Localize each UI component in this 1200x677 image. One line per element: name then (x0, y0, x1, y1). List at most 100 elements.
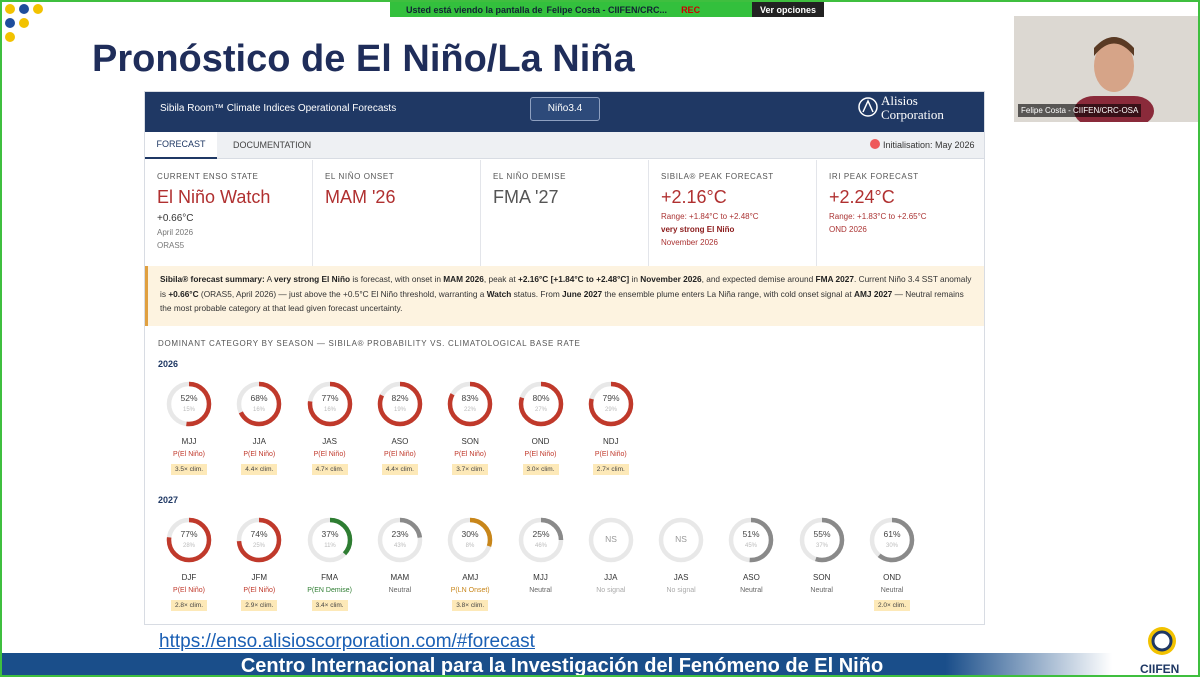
card-line: Range: +1.84°C to +2.48°C (661, 212, 759, 221)
category: Neutral (388, 587, 412, 594)
ring-label: 37% (321, 529, 338, 539)
card-value: +2.16°C (661, 187, 727, 207)
summary-text: June 2027 (562, 288, 603, 299)
season-name: DJF (181, 573, 197, 582)
probability-ring: 74% 25% (237, 517, 282, 563)
ring-label: 68% (251, 393, 268, 403)
year-label: 2027 (158, 495, 179, 505)
ring-label: 82% (391, 393, 408, 403)
base-rate: 11% (324, 543, 336, 549)
probability-ring: 80% 27% (518, 381, 563, 427)
ring-arc (166, 381, 212, 427)
ciifen-logo: CIIFEN (1140, 662, 1180, 676)
ring-label: 51% (743, 529, 760, 539)
ring-arc (729, 517, 774, 563)
ring-label: 30% (462, 529, 479, 539)
card-value: +2.24°C (829, 187, 895, 207)
clim-ratio: 3.4× clim. (311, 600, 348, 611)
rec: REC (681, 4, 701, 15)
section-title: DOMINANT CATEGORY BY SEASON — SIBILA® PR… (158, 339, 581, 348)
probability-ring: 55% 37% (799, 517, 844, 563)
category: Neutral (740, 587, 763, 594)
card-line: Range: +1.83°C to +2.65°C (829, 212, 927, 221)
ring-label: 74% (251, 529, 268, 539)
season-name: JAS (673, 573, 689, 582)
summary-text: the ensemble plume enters La Niña range,… (602, 288, 855, 299)
ring-label: 79% (602, 393, 619, 403)
view-options[interactable]: Ver opciones (751, 2, 824, 17)
base-rate: 27% (534, 407, 547, 413)
index-selector[interactable]: Niño3.4 (530, 97, 600, 121)
card-label: SIBILA® PEAK FORECAST (661, 172, 774, 181)
probability-ring: 83% 22% (447, 381, 493, 427)
card-line: very strong El Niño (661, 225, 735, 234)
card-label: EL NIÑO ONSET (325, 172, 395, 181)
category: P(EN Demise) (307, 587, 352, 594)
season-item: 23% 43% MAM Neutral (365, 515, 435, 594)
category: No signal (666, 587, 696, 594)
summary-text: in (629, 274, 641, 284)
ring-arc (307, 381, 352, 427)
summary-text: (ORAS5, April 2026) — just above the +0.… (198, 288, 487, 299)
category: P(LN Onset) (450, 587, 490, 594)
season-name: SON (461, 437, 479, 446)
probability-ring: 23% 43% (377, 517, 423, 563)
base-rate: 19% (394, 407, 407, 413)
probability-ring: 51% 45% (729, 517, 774, 563)
summary-text: +0.66°C (168, 288, 199, 299)
ring-arc (377, 381, 423, 427)
clim-ratio: 3.8× clim. (452, 600, 489, 611)
season-item: 82% 19% ASO P(El Niño) 4.4× clim. (365, 379, 435, 476)
probability-ring: 61% 30% (869, 517, 915, 563)
probability-ring: 30% 8% (447, 517, 493, 563)
category: No signal (596, 587, 626, 594)
category: P(El Niño) (243, 451, 276, 458)
url-link[interactable]: https://enso.alisioscorporation.com/#for… (159, 631, 535, 652)
ring-label: NS (605, 534, 617, 544)
summary-text: is forecast, with onset in (350, 274, 444, 284)
base-rate: 8% (466, 543, 475, 549)
base-rate: 43% (394, 543, 407, 549)
ring-label: 80% (532, 393, 549, 403)
banner-text: Usted está viendo la pantalla de (406, 4, 543, 15)
season-name: MJJ (181, 437, 197, 446)
season-name: MAM (390, 573, 410, 582)
ring-arc (237, 517, 282, 563)
ring-arc (518, 381, 563, 427)
summary-text: . Current Niño 3.4 SST anomaly is (160, 274, 972, 299)
summary-text: MAM 2026 (443, 274, 484, 284)
season-item: 83% 22% SON P(El Niño) 3.7× clim. (435, 379, 505, 476)
ring-arc (447, 381, 493, 427)
season-item: 79% 29% NDJ P(El Niño) 2.7× clim. (576, 379, 646, 476)
summary-text: A (264, 274, 275, 284)
probability-ring: 82% 19% (377, 381, 423, 427)
category: P(El Niño) (594, 451, 627, 458)
season-item: 55% 37% SON Neutral (787, 515, 857, 594)
ring-arc (518, 517, 563, 563)
base-rate: 46% (534, 543, 547, 549)
ring-track (658, 517, 704, 563)
base-rate: 28% (183, 543, 196, 549)
season-name: ASO (391, 437, 409, 446)
card-line: November 2026 (661, 238, 718, 247)
tab[interactable]: FORECAST (145, 132, 217, 159)
ring-label: 83% (462, 393, 479, 403)
probability-ring: 79% 29% (588, 381, 634, 427)
brand-line: Corporation (881, 107, 944, 122)
tab[interactable]: DOCUMENTATION (233, 140, 312, 150)
probability-ring: 77% 16% (307, 381, 352, 427)
summary-text: FMA 2027 (815, 274, 854, 284)
summary-text: , peak at (483, 274, 518, 284)
dashboard: Sibila Room™ Climate Indices Operational… (144, 91, 985, 625)
summary-text: , and expected demise around (701, 274, 816, 284)
category: P(El Niño) (173, 451, 205, 458)
clim-ratio: 4.4× clim. (381, 464, 418, 475)
base-rate: 22% (464, 407, 477, 413)
category: P(El Niño) (313, 451, 346, 458)
season-name: JJA (604, 573, 618, 582)
ring-label: 61% (883, 529, 900, 539)
category: P(El Niño) (243, 587, 276, 594)
slide-logo-dots (5, 4, 43, 42)
ring-label: 52% (180, 393, 197, 403)
